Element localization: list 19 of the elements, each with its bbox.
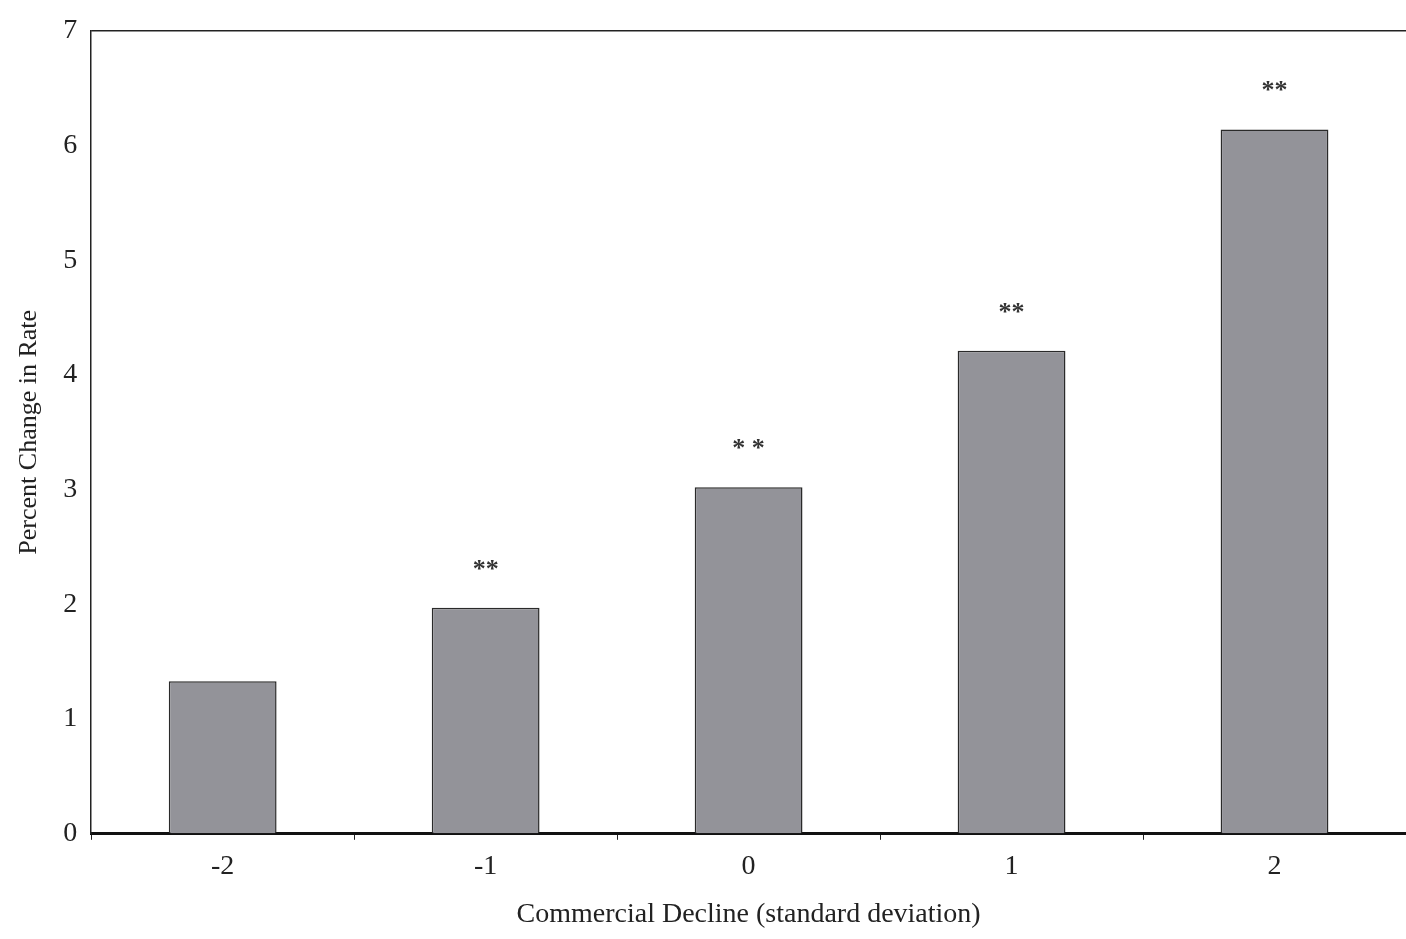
data-label: ** <box>998 296 1025 326</box>
y-tick-label: 7 <box>63 13 78 45</box>
data-label: * * <box>732 433 765 463</box>
data-label: ** <box>1261 75 1288 105</box>
x-tick-label: 0 <box>741 848 756 880</box>
y-tick-label: 3 <box>63 472 78 504</box>
y-tick-label: 6 <box>63 127 78 159</box>
x-tick-label: 1 <box>1004 848 1019 880</box>
x-tick-label: -2 <box>211 848 235 880</box>
x-axis-title: Commercial Decline (standard deviation) <box>516 896 981 928</box>
y-tick-label: 2 <box>63 586 78 618</box>
y-axis-title: Percent Change in Rate <box>13 309 43 555</box>
y-tick-label: 1 <box>63 701 78 733</box>
y-tick-label: 4 <box>63 357 78 389</box>
x-tick-label: 2 <box>1267 848 1282 880</box>
x-tick-label: -1 <box>473 848 498 880</box>
y-tick-label: 5 <box>63 242 78 274</box>
y-tick-label: 0 <box>63 816 78 848</box>
data-label: ** <box>472 553 499 583</box>
